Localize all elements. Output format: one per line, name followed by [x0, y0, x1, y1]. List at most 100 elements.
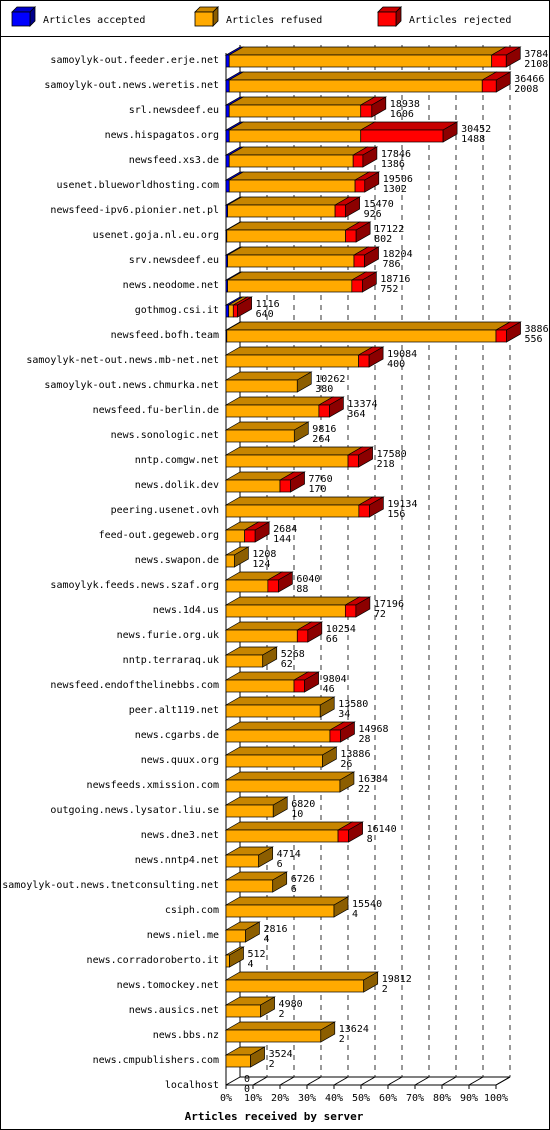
- bar-side-face: [245, 921, 260, 943]
- bar-side-face: [495, 71, 511, 93]
- bar-side-face: [362, 271, 377, 293]
- refused-count: 4980: [279, 999, 303, 1010]
- bar-front-face: [267, 579, 279, 593]
- bar-top-face: [224, 496, 375, 506]
- x-tick-label: 70%: [406, 1093, 424, 1104]
- bar-top-face: [224, 721, 346, 731]
- bar-rejected: [344, 221, 372, 243]
- rejected-count: 66: [326, 634, 338, 645]
- bar-top-face: [224, 346, 374, 356]
- bars: [224, 46, 522, 1068]
- x-tick-label: 0%: [220, 1093, 232, 1104]
- refused-count: 18204: [383, 249, 413, 260]
- refused-count: 19084: [387, 349, 417, 360]
- legend: Articles accepted Articles refused Article…: [11, 6, 511, 27]
- x-tick-label: 50%: [352, 1093, 370, 1104]
- bar-front-face: [225, 479, 281, 493]
- rejected-count: 1386: [381, 159, 405, 170]
- refused-count: 19134: [387, 499, 417, 510]
- bar-refused: [224, 571, 284, 593]
- bar-side-face: [229, 946, 244, 968]
- rejected-count: 170: [309, 484, 327, 495]
- bar-refused: [224, 921, 261, 943]
- refused-count: 16140: [367, 824, 397, 835]
- bar-front-face: [358, 354, 370, 368]
- bar-refused: [224, 721, 346, 743]
- rejected-count: 6: [291, 884, 297, 895]
- bar-top-face: [227, 46, 507, 56]
- server-label: samoylyk-net-out.news.mb-net.net: [26, 355, 219, 366]
- server-label: outgoing.news.lysator.liu.se: [50, 805, 219, 816]
- server-label: localhost: [165, 1080, 219, 1091]
- bar-front-face: [226, 229, 346, 243]
- bar-row: [224, 596, 372, 618]
- bar-refused: [224, 446, 364, 468]
- bar-refused: [224, 796, 289, 818]
- bar-front-face: [225, 1054, 251, 1068]
- bar-front-face: [360, 104, 373, 118]
- server-label: samoylyk-out.news.weretis.net: [44, 80, 219, 91]
- rejected-count: 2: [279, 1009, 285, 1020]
- bar-refused: [227, 46, 507, 68]
- bar-side-face: [348, 821, 363, 843]
- bar-refused: [224, 996, 276, 1018]
- refused-count: 9816: [312, 424, 336, 435]
- bar-row: [224, 71, 512, 93]
- bar-front-face: [344, 604, 357, 618]
- bar-refused: [227, 171, 371, 193]
- bar-front-face: [227, 279, 353, 293]
- bar-side-face: [258, 846, 274, 868]
- refused-count: 5268: [281, 649, 305, 660]
- bar-front-face: [225, 529, 245, 543]
- rejected-count: 926: [364, 209, 382, 220]
- bar-refused: [224, 521, 260, 543]
- x-tick: [225, 1076, 241, 1086]
- server-label: news.corradoroberto.it: [87, 955, 219, 966]
- bar-front-face: [491, 54, 507, 68]
- rejected-count: 400: [387, 359, 405, 370]
- bar-front-face: [228, 129, 362, 143]
- bar-row: [224, 621, 324, 643]
- bar-rejected: [480, 71, 512, 93]
- bar-top-face: [224, 971, 380, 981]
- server-label: news.furie.org.uk: [117, 630, 219, 641]
- bar-front-face: [225, 1004, 261, 1018]
- bar-front-face: [228, 304, 234, 318]
- refused-count: 17122: [374, 224, 404, 235]
- bar-side-face: [362, 146, 378, 168]
- server-label: peer.alt119.net: [129, 705, 219, 716]
- bar-refused: [224, 396, 335, 418]
- bar-front-face: [225, 629, 298, 643]
- bar-rejected: [353, 171, 381, 193]
- refused-count: 15470: [364, 199, 394, 210]
- bar-side-face: [355, 596, 371, 618]
- bar-row: [224, 146, 379, 168]
- bar-refused: [224, 371, 313, 393]
- bar-front-face: [228, 79, 483, 93]
- rejected-count: 156: [387, 509, 405, 520]
- bar-front-face: [225, 304, 230, 318]
- bar-row: [224, 246, 380, 268]
- refused-count: 17196: [374, 599, 404, 610]
- rejected-count: 4: [263, 934, 269, 945]
- server-label: csiph.com: [165, 905, 219, 916]
- bar-side-face: [345, 196, 360, 218]
- bar-top-face: [224, 746, 338, 756]
- bar-top-face: [224, 371, 313, 381]
- bar-front-face: [225, 404, 320, 418]
- rejected-count: 364: [347, 409, 365, 420]
- x-tick-label: 20%: [271, 1093, 289, 1104]
- server-label: news.hispagatos.org: [105, 130, 219, 141]
- bar-top-face: [224, 621, 313, 631]
- bar-side-face: [272, 871, 288, 893]
- server-label: news.niel.me: [147, 930, 219, 941]
- server-label: news.dolik.dev: [135, 480, 219, 491]
- bar-rejected: [494, 321, 522, 343]
- bar-front-face: [329, 729, 341, 743]
- bar-refused: [224, 746, 338, 768]
- bar-top-face: [226, 246, 370, 256]
- bar-front-face: [225, 804, 274, 818]
